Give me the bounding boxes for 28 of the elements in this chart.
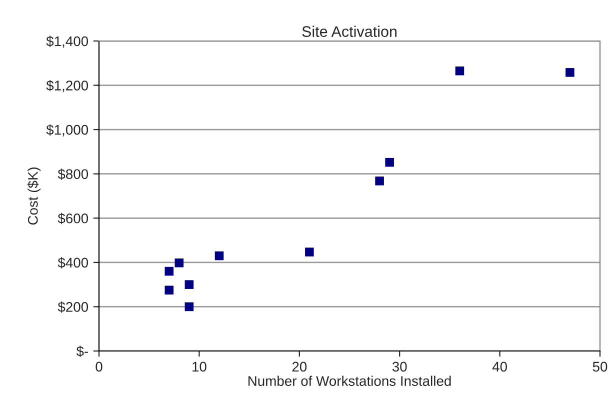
point: [455, 66, 464, 76]
y-tick-label: $600: [58, 212, 88, 224]
point: [174, 258, 184, 268]
y-tick-label: $1,000: [46, 124, 88, 136]
chart-title: Site Activation: [302, 26, 396, 37]
x-tick-label: 30: [392, 362, 407, 372]
y-tick-label: $-: [76, 346, 88, 357]
x-axis-title: Number of Workstations Installed: [248, 376, 451, 386]
x-tick-label: 0: [96, 362, 102, 372]
x-tick-label: 40: [492, 362, 507, 372]
x-tick-label: 10: [192, 362, 206, 372]
y-tick-label: $800: [58, 168, 88, 180]
y-tick-label: $400: [58, 257, 88, 268]
point: [164, 266, 174, 276]
y-tick-label: $1,400: [46, 36, 88, 48]
x-tick-label: 50: [592, 362, 608, 372]
y-tick-label: $1,200: [46, 80, 88, 92]
y-tick-label: $200: [58, 301, 88, 313]
point: [214, 251, 224, 260]
y-axis-title: Cost ($K): [27, 168, 41, 225]
point: [164, 286, 174, 294]
point: [184, 302, 194, 312]
x-tick-label: 20: [292, 362, 307, 372]
point: [385, 158, 394, 167]
point: [305, 248, 314, 256]
point: [566, 68, 574, 77]
point: [184, 280, 194, 289]
point: [375, 176, 384, 186]
